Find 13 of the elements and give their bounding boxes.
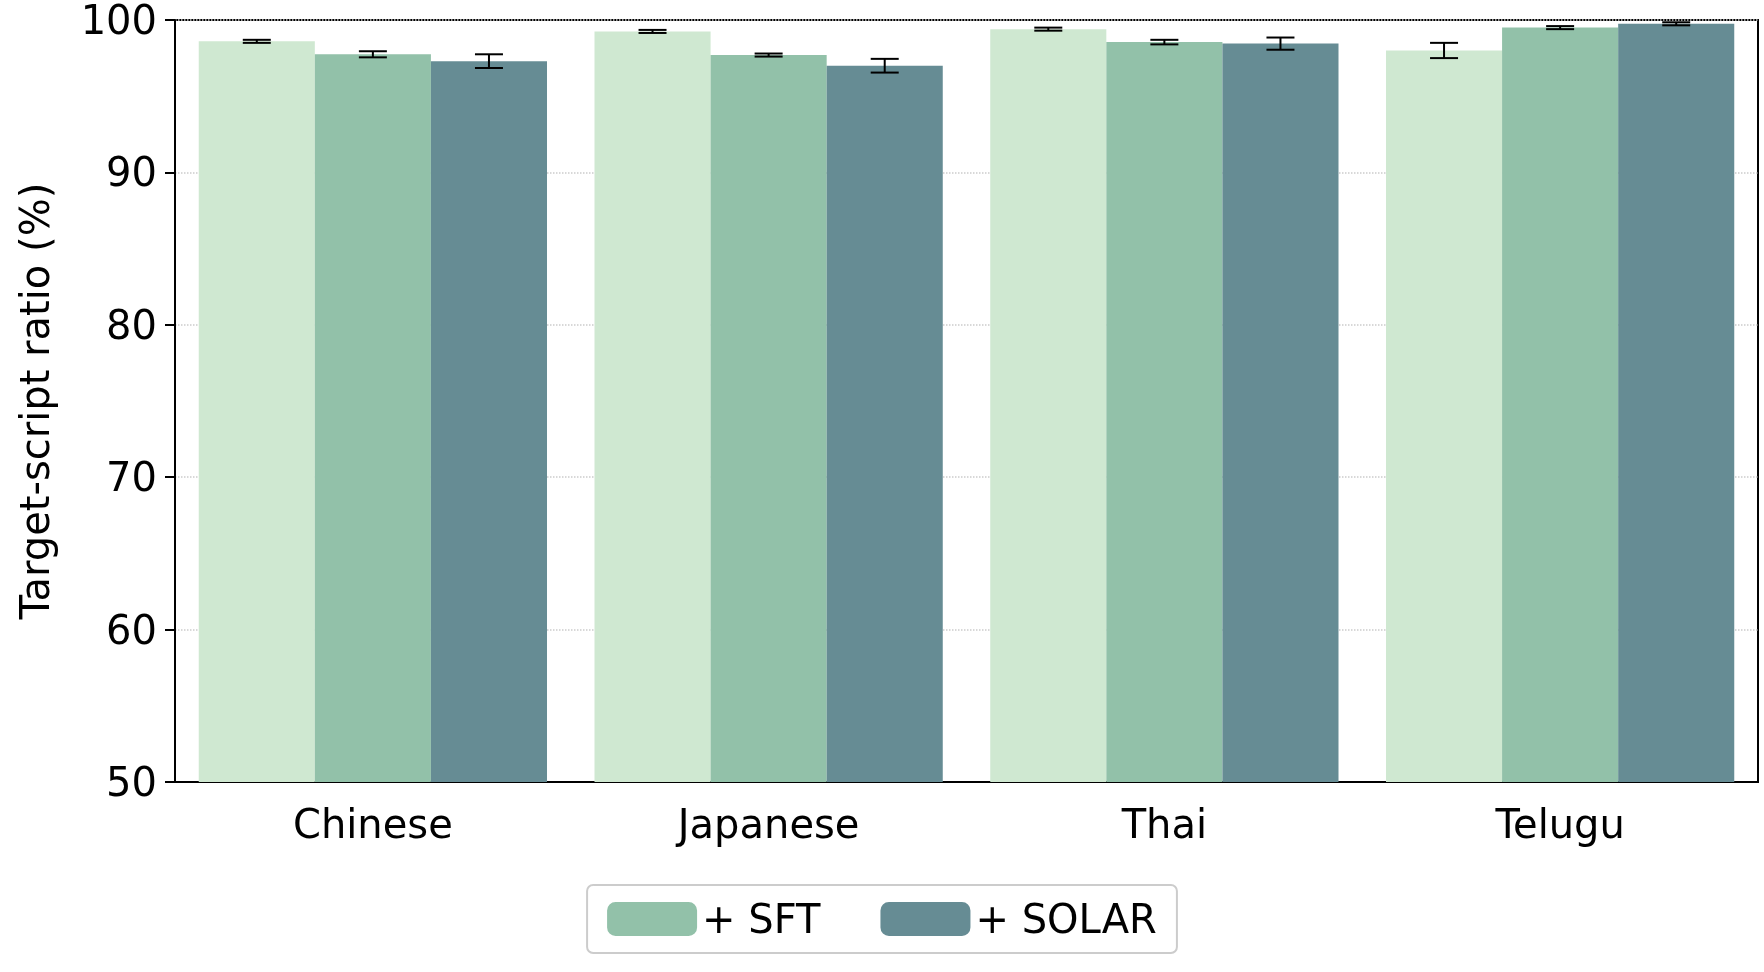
legend-label: + SOLAR: [975, 896, 1157, 942]
y-tick-label: 80: [106, 301, 157, 348]
x-tick-label: Thai: [1120, 801, 1208, 847]
x-tick-label: Telugu: [1494, 801, 1625, 847]
y-tick-label: 70: [106, 454, 157, 501]
x-tick-label: Chinese: [292, 801, 453, 847]
y-tick-label: 50: [106, 759, 157, 805]
y-tick-label: 100: [80, 0, 157, 43]
legend-label: + SFT: [702, 896, 822, 942]
y-tick-label: 90: [106, 149, 157, 196]
y-tick-label: 60: [106, 606, 157, 653]
x-tick-label: Japanese: [674, 801, 860, 847]
y-axis-title: Target-script ratio (%): [12, 182, 58, 621]
